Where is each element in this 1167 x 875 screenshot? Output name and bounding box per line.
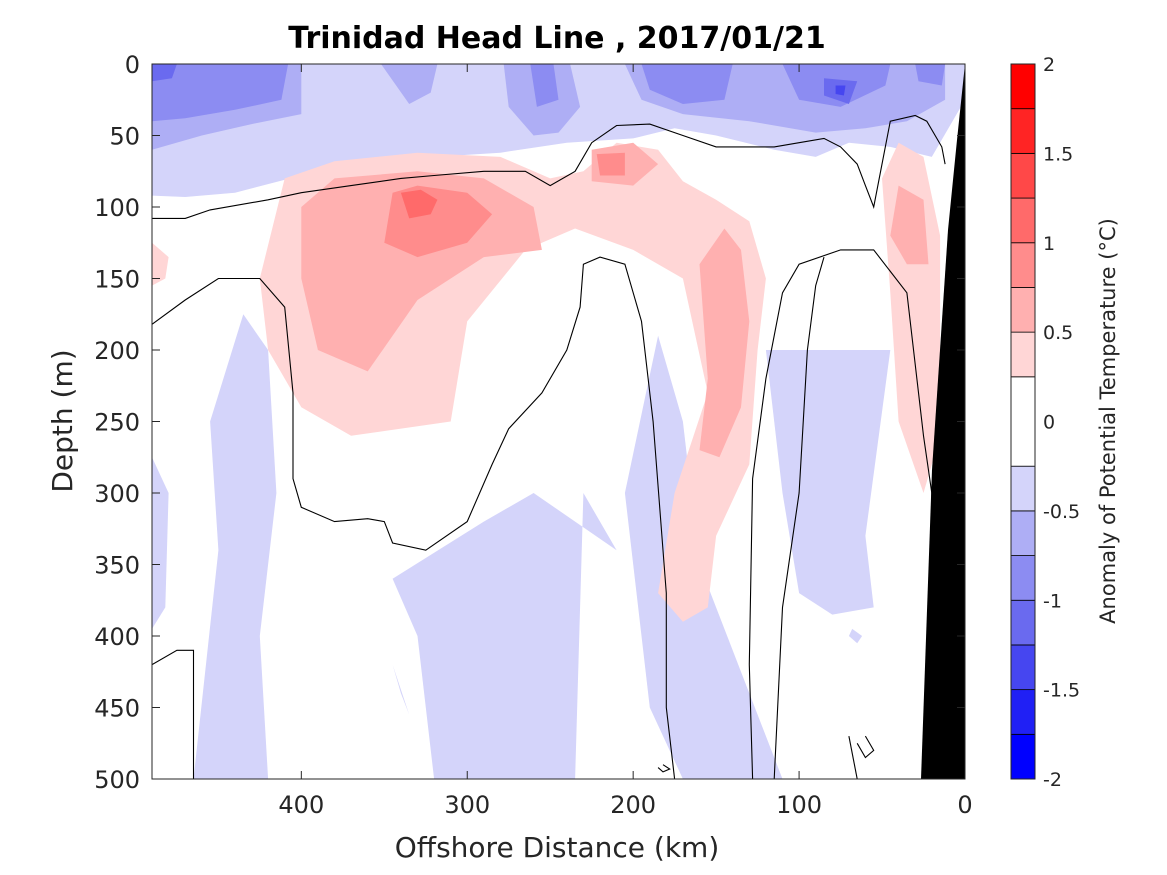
colorbar-tick-label-1_5: 1.5 [1043, 143, 1073, 165]
colorbar-band-13 [1010, 108, 1036, 154]
zero-contour-6 [657, 764, 671, 773]
x-tick-label-200: 200 [610, 791, 656, 819]
anomaly-region-20 [152, 242, 169, 286]
y-tick-label-300: 300 [94, 480, 140, 508]
colorbar-band-3 [1010, 599, 1036, 646]
anomaly-region-26 [890, 185, 929, 265]
x-tick-label-100: 100 [776, 791, 822, 819]
y-tick-label-100: 100 [94, 194, 140, 222]
y-axis-ticks: 0 50 100 150 200 250 300 350 400 450 500 [94, 51, 965, 794]
colorbar [1010, 63, 1036, 780]
zero-contour-2 [152, 649, 195, 779]
x-tick-label-400: 400 [278, 791, 324, 819]
colorbar-band-5 [1010, 510, 1036, 556]
zero-contour-4 [773, 256, 825, 779]
colorbar-band-10 [1010, 242, 1036, 288]
colorbar-band-2 [1010, 644, 1036, 691]
colorbar-band-0 [1010, 733, 1036, 780]
anomaly-region-7 [641, 64, 733, 104]
anomaly-region-6 [530, 64, 559, 107]
y-tick-label-400: 400 [94, 623, 140, 651]
y-tick-label-0: 0 [125, 51, 140, 79]
y-tick-label-350: 350 [94, 552, 140, 580]
zero-contour-0 [152, 114, 946, 219]
y-tick-label-250: 250 [94, 409, 140, 437]
anomaly-region-2 [381, 64, 438, 104]
seafloor-bathymetry [921, 64, 965, 779]
y-tick-label-150: 150 [94, 266, 140, 294]
colorbar-band-7 [1010, 376, 1036, 467]
y-tick-label-450: 450 [94, 695, 140, 723]
zero-contour-1 [152, 256, 676, 779]
colorbar-band-6 [1010, 465, 1036, 512]
anomaly-region-25 [699, 228, 750, 458]
anomaly-region-12 [835, 85, 846, 96]
colorbar-ticks: 2 1.5 1 0.5 0 -0.5 -1 -1.5 -2 [1043, 54, 1080, 791]
x-tick-label-0: 0 [957, 791, 972, 819]
y-tick-label-50: 50 [109, 123, 140, 151]
y-tick-label-200: 200 [94, 337, 140, 365]
anomaly-region-14 [152, 457, 169, 629]
colorbar-band-12 [1010, 152, 1036, 199]
anomaly-regions [152, 64, 965, 779]
colorbar-band-1 [1010, 689, 1036, 735]
colorbar-band-8 [1010, 331, 1036, 378]
anomaly-region-29 [400, 189, 438, 219]
colorbar-band-4 [1010, 555, 1036, 601]
colorbar-tick-label-neg1: -1 [1043, 590, 1062, 612]
anomaly-region-9 [915, 64, 946, 86]
anomaly-region-16 [392, 493, 617, 779]
anomaly-region-19 [848, 628, 863, 644]
colorbar-tick-label-neg0_5: -0.5 [1043, 501, 1080, 523]
colorbar-tick-label-0_5: 0.5 [1043, 322, 1073, 344]
colorbar-label: Anomaly of Potential Temperature (°C) [1096, 218, 1120, 624]
anomaly-region-11 [152, 64, 177, 82]
anomaly-region-17 [624, 335, 783, 779]
colorbar-band-9 [1010, 287, 1036, 333]
zero-contour-7 [848, 735, 858, 779]
zero-contour-lines [152, 114, 946, 779]
zero-contour-5 [856, 735, 875, 759]
colorbar-tick-label-2: 2 [1043, 54, 1055, 76]
y-axis-label: Depth (m) [46, 349, 79, 492]
x-axis-ticks: 400 300 200 100 0 [278, 64, 973, 819]
colorbar-frame [1010, 63, 1036, 780]
x-tick-label-300: 300 [444, 791, 490, 819]
colorbar-band-14 [1010, 63, 1036, 110]
anomaly-region-5 [152, 64, 289, 122]
colorbar-tick-label-neg1_5: -1.5 [1043, 680, 1080, 702]
colorbar-tick-label-0: 0 [1043, 412, 1055, 434]
anomaly-region-15 [392, 664, 410, 715]
colorbar-tick-label-1: 1 [1043, 233, 1055, 255]
colorbar-tick-label-neg2: -2 [1043, 769, 1062, 791]
anomaly-region-28 [596, 152, 625, 176]
anomaly-region-13 [193, 314, 277, 779]
y-tick-label-500: 500 [94, 766, 140, 794]
x-axis-label: Offshore Distance (km) [395, 831, 720, 864]
colorbar-band-11 [1010, 197, 1036, 244]
chart-title: Trinidad Head Line , 2017/01/21 [288, 21, 825, 56]
anomaly-region-18 [765, 350, 891, 615]
